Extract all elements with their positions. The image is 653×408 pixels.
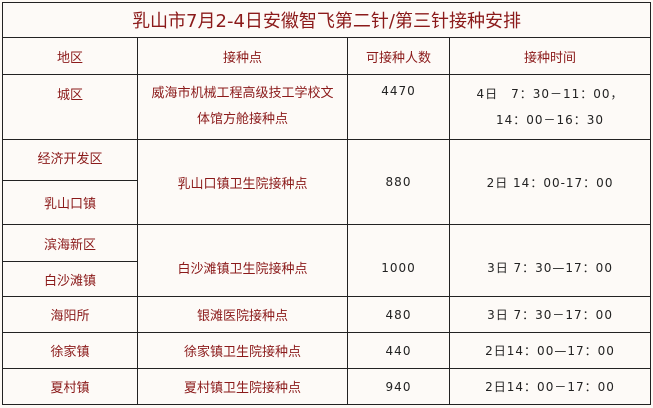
- site-cell: 银滩医院接种点: [137, 296, 348, 333]
- time-cell: 2日14：00－17：00: [448, 368, 652, 405]
- count-cell: 440: [347, 332, 450, 369]
- site-line: 体馆方舱接种点: [196, 112, 288, 127]
- time-line: 4日 7：30－11：00，: [476, 87, 624, 101]
- table-title: 乳山市7月2-4日安徽智飞第二针/第三针接种安排: [1, 2, 652, 38]
- header-region: 地区: [2, 37, 138, 75]
- time-cell: 2日14：00—17：00: [448, 332, 652, 369]
- count-cell: 480: [347, 296, 450, 333]
- table-row: 徐家镇 徐家镇卫生院接种点 440 2日14：00—17：00: [2, 332, 652, 369]
- region-cell: 夏村镇: [2, 368, 138, 405]
- region-cell: 滨海新区: [2, 224, 138, 262]
- site-cell: 徐家镇卫生院接种点: [137, 332, 348, 369]
- site-cell: 威海市机械工程高级技工学校文 体馆方舱接种点: [137, 74, 348, 140]
- region-cell: 海阳所: [2, 296, 138, 333]
- region-cell: 徐家镇: [2, 332, 138, 369]
- table-row: 滨海新区 白沙滩镇卫生院接种点 1000 3日 7：30—17：00: [2, 224, 652, 297]
- table-row: 城区 威海市机械工程高级技工学校文 体馆方舱接种点 4470 4日 7：30－1…: [2, 74, 652, 140]
- header-count: 可接种人数: [347, 37, 450, 75]
- region-cell: 经济开发区: [2, 139, 138, 181]
- count-cell: 880: [347, 139, 450, 225]
- count-cell: 4470: [347, 74, 450, 140]
- count-cell: 1000: [347, 224, 450, 297]
- table-row: 海阳所 银滩医院接种点 480 3日 7：30－17：00: [2, 296, 652, 333]
- time-cell: 3日 7：30－17：00: [448, 296, 652, 333]
- site-cell: 白沙滩镇卫生院接种点: [137, 224, 348, 297]
- site-line: 威海市机械工程高级技工学校文: [151, 86, 334, 101]
- site-cell: 乳山口镇卫生院接种点: [137, 139, 348, 225]
- site-cell: 夏村镇卫生院接种点: [137, 368, 348, 405]
- count-cell: 940: [347, 368, 450, 405]
- header-time: 接种时间: [448, 37, 652, 75]
- region-cell: 乳山口镇: [2, 180, 138, 225]
- header-site: 接种点: [137, 37, 348, 75]
- time-cell: 3日 7：30—17：00: [448, 224, 652, 297]
- time-cell: 2日 14：00-17：00: [448, 139, 652, 225]
- region-cell: 白沙滩镇: [2, 261, 138, 297]
- table-row: 经济开发区 乳山口镇卫生院接种点 880 2日 14：00-17：00: [2, 139, 652, 225]
- time-cell: 4日 7：30－11：00， 14：00－16：30: [448, 74, 652, 140]
- table-row: 夏村镇 夏村镇卫生院接种点 940 2日14：00－17：00: [2, 368, 652, 405]
- time-line: 14：00－16：30: [495, 113, 605, 127]
- region-cell: 城区: [2, 74, 138, 140]
